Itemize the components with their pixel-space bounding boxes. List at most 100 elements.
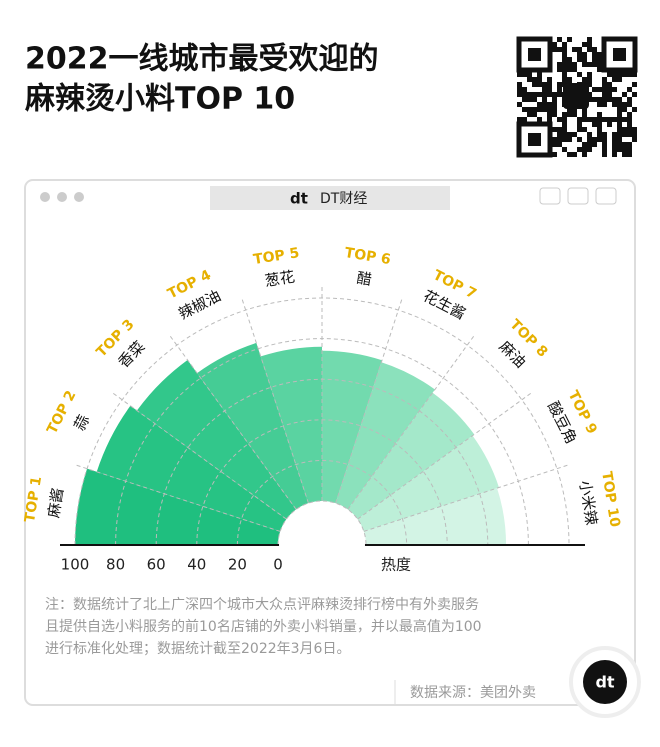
qr-cell	[592, 52, 597, 57]
qr-cell	[622, 127, 627, 132]
qr-cell	[622, 132, 627, 137]
qr-cell	[517, 102, 522, 107]
window-title-bar	[210, 186, 450, 210]
qr-cell	[607, 72, 612, 77]
qr-cell	[587, 62, 592, 67]
qr-cell	[547, 102, 552, 107]
bar-sector	[363, 488, 507, 545]
qr-cell	[572, 62, 577, 67]
qr-cell	[577, 52, 582, 57]
grid-spoke	[110, 391, 287, 520]
qr-logo	[563, 83, 589, 109]
qr-cell	[592, 57, 597, 62]
note-line: 进行标准化处理；数据统计截至2022年3月6日。	[45, 641, 350, 657]
qr-cell	[612, 132, 617, 137]
category-label: 葱花	[264, 268, 296, 290]
qr-cell	[627, 97, 632, 102]
category-label: 麻酱	[45, 487, 67, 519]
window-icon	[539, 187, 561, 205]
bar-sector	[75, 468, 281, 545]
window-dot	[40, 192, 50, 202]
qr-cell	[532, 107, 537, 112]
qr-cell	[552, 42, 557, 47]
qr-cell	[557, 82, 562, 87]
qr-cell	[602, 92, 607, 97]
qr-cell	[562, 42, 567, 47]
qr-cell	[532, 82, 537, 87]
qr-cell	[582, 152, 587, 157]
qr-cell	[567, 62, 572, 67]
qr-cell	[617, 137, 622, 142]
qr-cell	[627, 132, 632, 137]
qr-cell	[562, 57, 567, 62]
qr-cell	[572, 47, 577, 52]
rank-label: TOP 6	[344, 245, 392, 268]
r-tick-label: 60	[147, 556, 166, 574]
qr-cell	[612, 97, 617, 102]
qr-cell	[617, 122, 622, 127]
qr-cell	[517, 117, 522, 122]
qr-cell	[572, 112, 577, 117]
grid-spoke	[73, 463, 281, 532]
qr-cell	[602, 137, 607, 142]
r-tick-label: 80	[106, 556, 125, 574]
bar-sector	[197, 342, 309, 510]
qr-cell	[622, 72, 627, 77]
qr-cell	[547, 77, 552, 82]
category-label: 蒜	[70, 412, 93, 434]
qr-cell	[582, 77, 587, 82]
qr-cell	[632, 137, 637, 142]
qr-cell	[612, 152, 617, 157]
qr-cell	[527, 92, 532, 97]
qr-cell	[557, 127, 562, 132]
qr-cell	[582, 142, 587, 147]
qr-cell	[537, 72, 542, 77]
qr-cell	[597, 62, 602, 67]
qr-cell	[627, 127, 632, 132]
qr-cell	[592, 97, 597, 102]
window-title: DT财经	[320, 191, 367, 207]
center-hole-cover	[278, 546, 366, 550]
qr-cell	[527, 107, 532, 112]
qr-cell	[567, 107, 572, 112]
qr-cell	[522, 87, 527, 92]
qr-cell	[557, 87, 562, 92]
qr-cell	[542, 82, 547, 87]
qr-cell	[582, 112, 587, 117]
qr-cell	[572, 132, 577, 137]
qr-cell	[627, 147, 632, 152]
qr-cell	[527, 97, 532, 102]
qr-cell	[632, 107, 637, 112]
qr-cell	[622, 92, 627, 97]
window-icon	[595, 187, 617, 205]
qr-cell	[632, 72, 637, 77]
qr-code	[515, 35, 638, 158]
qr-cell	[592, 137, 597, 142]
qr-cell	[582, 62, 587, 67]
qr-cell	[562, 137, 567, 142]
qr-cell	[622, 147, 627, 152]
qr-cell	[557, 67, 562, 72]
qr-cell	[632, 82, 637, 87]
qr-cell	[587, 132, 592, 137]
qr-cell	[537, 77, 542, 82]
qr-cell	[587, 82, 592, 87]
qr-cell	[557, 47, 562, 52]
qr-cell	[552, 152, 557, 157]
qr-cell	[552, 137, 557, 142]
qr-cell	[602, 97, 607, 102]
qr-cell	[617, 147, 622, 152]
qr-cell	[602, 77, 607, 82]
qr-cell	[522, 97, 527, 102]
qr-cell	[587, 42, 592, 47]
qr-cell	[552, 142, 557, 147]
qr-cell	[547, 82, 552, 87]
qr-cell	[537, 117, 542, 122]
window-icon	[567, 187, 589, 205]
qr-cell	[582, 42, 587, 47]
qr-cell	[537, 107, 542, 112]
window-dot	[57, 192, 67, 202]
qr-cell	[562, 47, 567, 52]
qr-cell	[572, 107, 577, 112]
qr-cell	[587, 137, 592, 142]
